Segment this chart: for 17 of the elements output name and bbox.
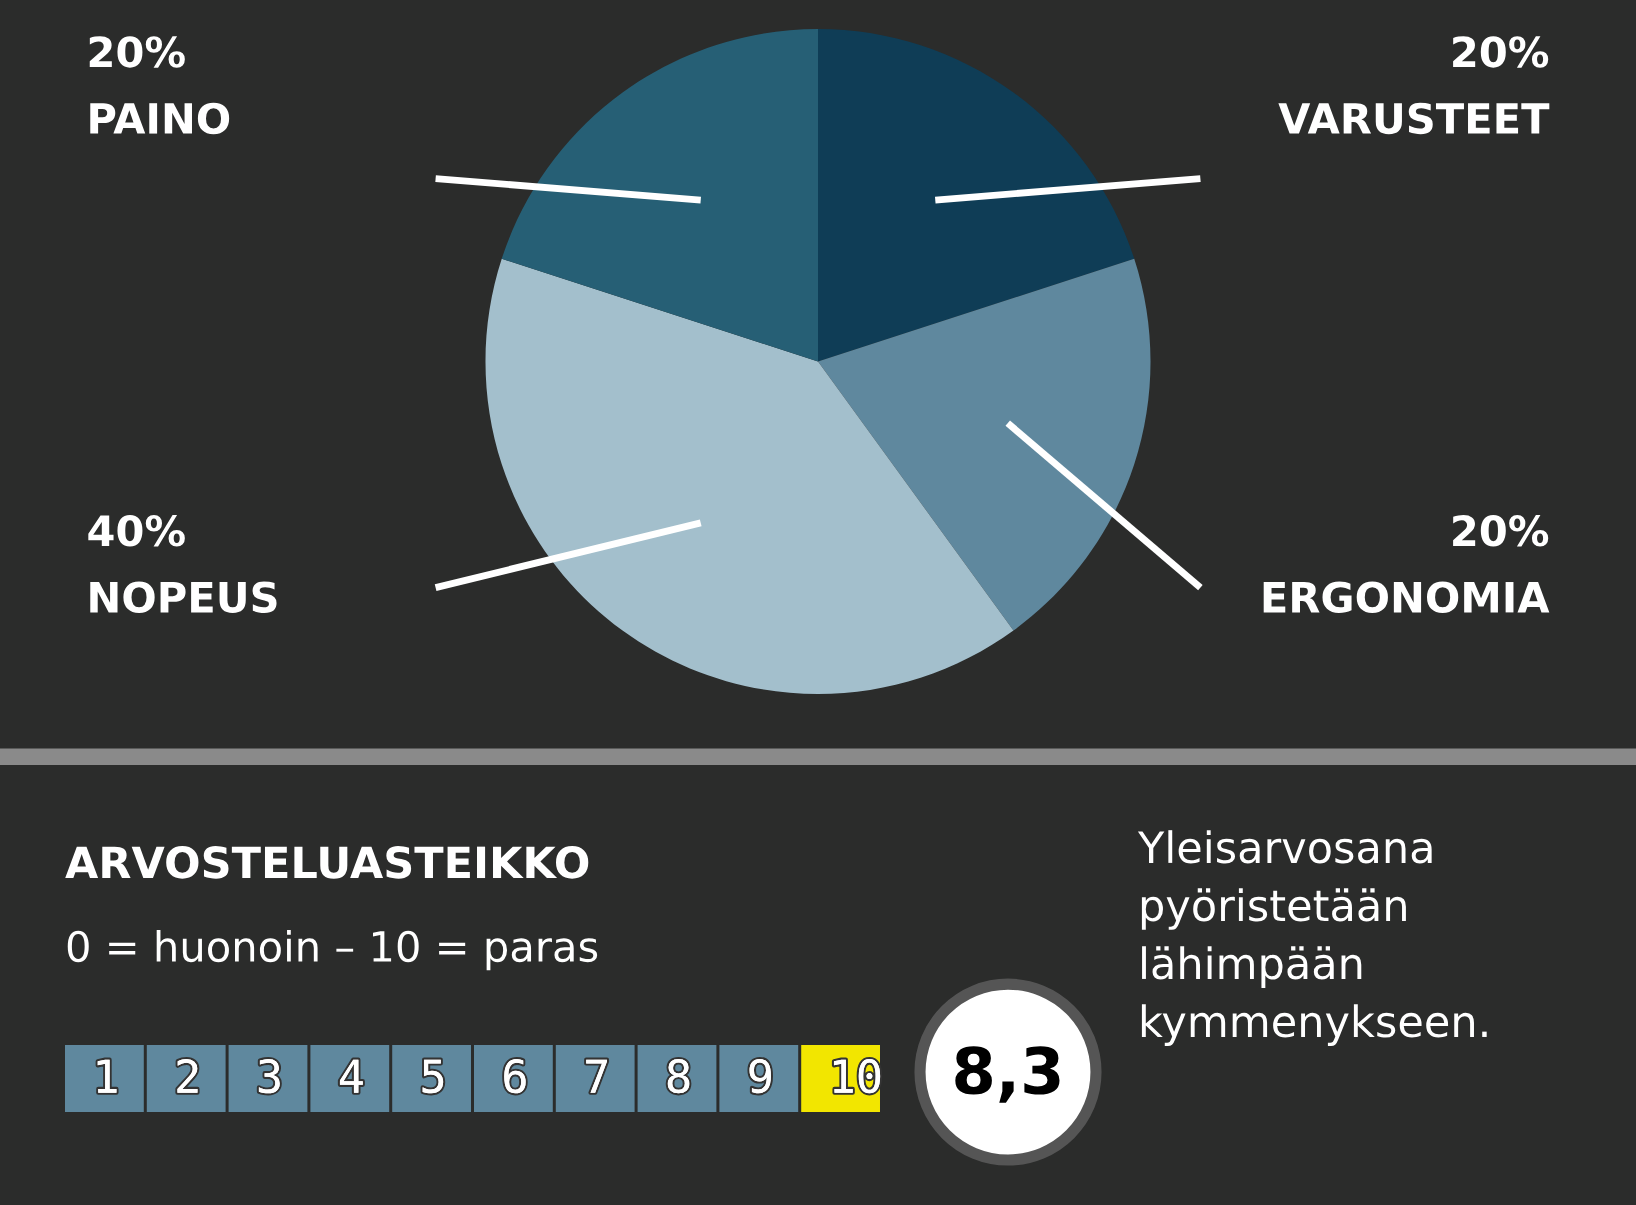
slice-label: NOPEUS bbox=[90, 581, 277, 613]
data-label: 20% bbox=[89, 36, 185, 68]
text: ARVOSTELUASTEIKKO bbox=[65, 846, 589, 879]
pie-slice bbox=[501, 28, 818, 362]
pie-slice bbox=[818, 28, 1135, 362]
slice-label: ERGONOMIA bbox=[1263, 581, 1550, 613]
pie-slice bbox=[485, 258, 1014, 695]
text: 8,3 bbox=[955, 1046, 1060, 1103]
text: 1 2 3 4 5 6 7 8 9 10 bbox=[97, 1059, 881, 1094]
text: 0 = huonoin – 10 = paras bbox=[67, 929, 598, 971]
data-label: 20% bbox=[1453, 36, 1549, 68]
slice-label: PAINO bbox=[90, 102, 230, 135]
data-label: 20% bbox=[1453, 514, 1549, 547]
data-label: 40% bbox=[88, 514, 185, 547]
pie-slice bbox=[818, 258, 1151, 631]
slice-label: VARUSTEET bbox=[1278, 102, 1550, 135]
text: Yleisarvosana pyöristetään lähimpään kymmenykseen. bbox=[1137, 830, 1487, 1046]
